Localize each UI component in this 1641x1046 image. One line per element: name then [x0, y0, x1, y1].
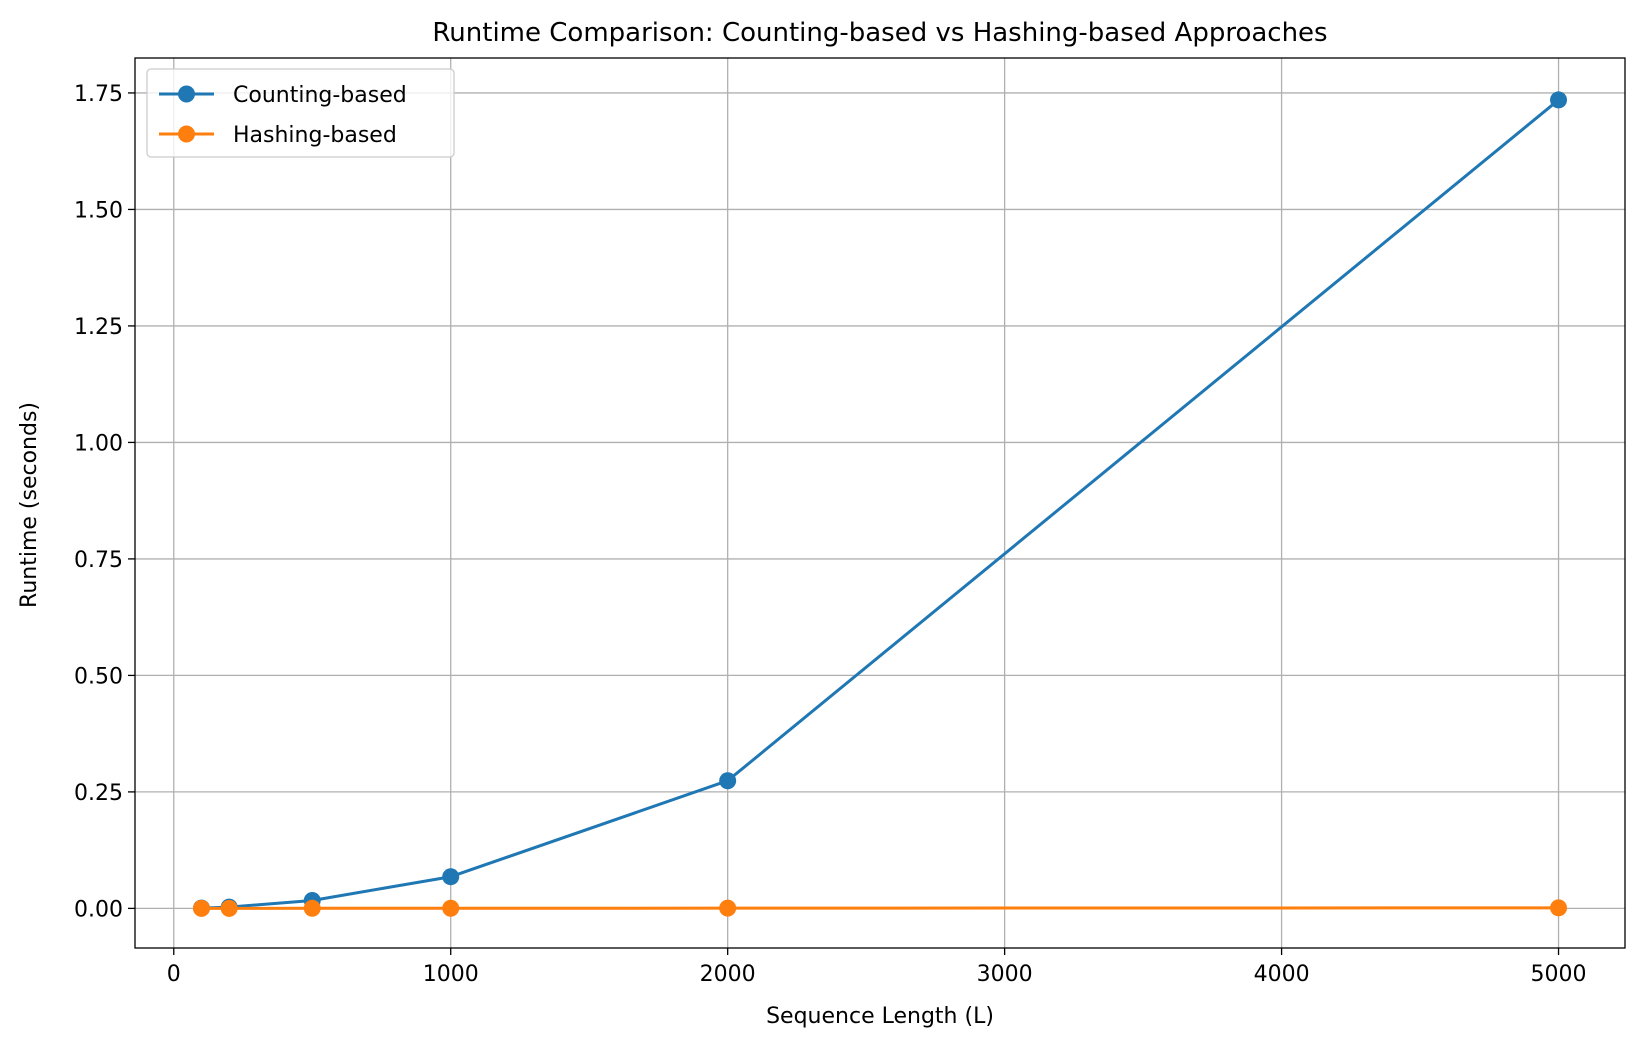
data-point-1: [192, 899, 210, 917]
data-point-0: [442, 868, 460, 886]
y-axis-title: Runtime (seconds): [17, 402, 42, 608]
data-point-1: [719, 899, 737, 917]
y-tick-label: 0.75: [74, 548, 123, 573]
axis-ticks: 0 1000 2000 3000 4000 5000 0.00 0.25 0.50 0.75 1.0…: [74, 82, 1587, 987]
data-point-1: [220, 899, 238, 917]
series-line-0: [201, 98, 1560, 910]
y-tick-label: 1.50: [74, 198, 123, 223]
data-point-0: [1550, 91, 1568, 109]
data-series: [192, 91, 1568, 917]
y-tick-label: 1.00: [74, 431, 123, 456]
legend: Counting-based Hashing-based: [146, 68, 455, 158]
x-tick-label: 2000: [700, 962, 756, 987]
y-tick-label: 0.00: [74, 897, 123, 922]
x-tick-label: 4000: [1254, 962, 1310, 987]
legend-label-0: Counting-based: [233, 83, 407, 108]
x-axis-title: Sequence Length (L): [766, 1004, 994, 1029]
grid-lines: [135, 58, 1625, 948]
legend-marker-1: [178, 125, 195, 143]
y-tick-label: 1.75: [74, 82, 123, 107]
data-point-0: [719, 772, 737, 790]
data-point-1: [1550, 899, 1568, 917]
x-tick-label: 1000: [423, 962, 479, 987]
data-point-1: [303, 899, 321, 917]
plot-frame: [134, 57, 1626, 949]
x-tick-label: 5000: [1531, 962, 1587, 987]
y-tick-label: 1.25: [74, 315, 123, 340]
data-point-1: [442, 899, 460, 917]
series-line-1: [201, 906, 1559, 910]
x-tick-label: 0: [167, 962, 181, 987]
legend-box: [146, 68, 455, 158]
legend-label-1: Hashing-based: [233, 123, 397, 148]
y-tick-label: 0.25: [74, 781, 123, 806]
chart-title: Runtime Comparison: Counting-based vs Ha…: [432, 18, 1327, 48]
legend-marker-0: [178, 85, 195, 103]
y-tick-label: 0.50: [74, 664, 123, 689]
x-tick-label: 3000: [977, 962, 1033, 987]
